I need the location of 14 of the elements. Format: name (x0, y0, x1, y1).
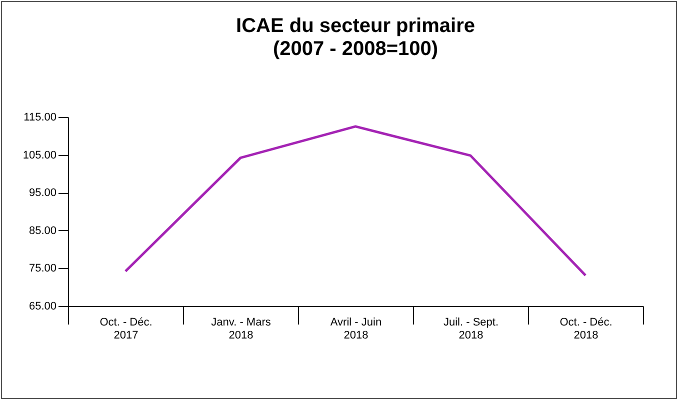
x-tick-label: Oct. - Déc. 2018 (560, 316, 612, 342)
y-tick-label: 115.00 (24, 112, 56, 124)
y-tick-label: 85.00 (28, 224, 56, 237)
x-tick-label: Avril - Juin 2018 (330, 316, 382, 342)
y-tick-label: 95.00 (28, 187, 56, 200)
y-tick-label: 105.00 (22, 149, 56, 162)
x-tick-label: Oct. - Déc. 2017 (100, 316, 152, 342)
y-tick-label: 75.00 (28, 262, 56, 275)
chart-subtitle: (2007 - 2008=100) (272, 38, 438, 60)
chart-title: ICAE du secteur primaire (236, 15, 475, 37)
x-tick-label: Juil. - Sept. 2018 (443, 316, 499, 342)
line-series (124, 125, 587, 277)
y-tick-label: 65.00 (28, 300, 56, 312)
x-tick-label: Janv. - Mars 2018 (211, 316, 272, 342)
